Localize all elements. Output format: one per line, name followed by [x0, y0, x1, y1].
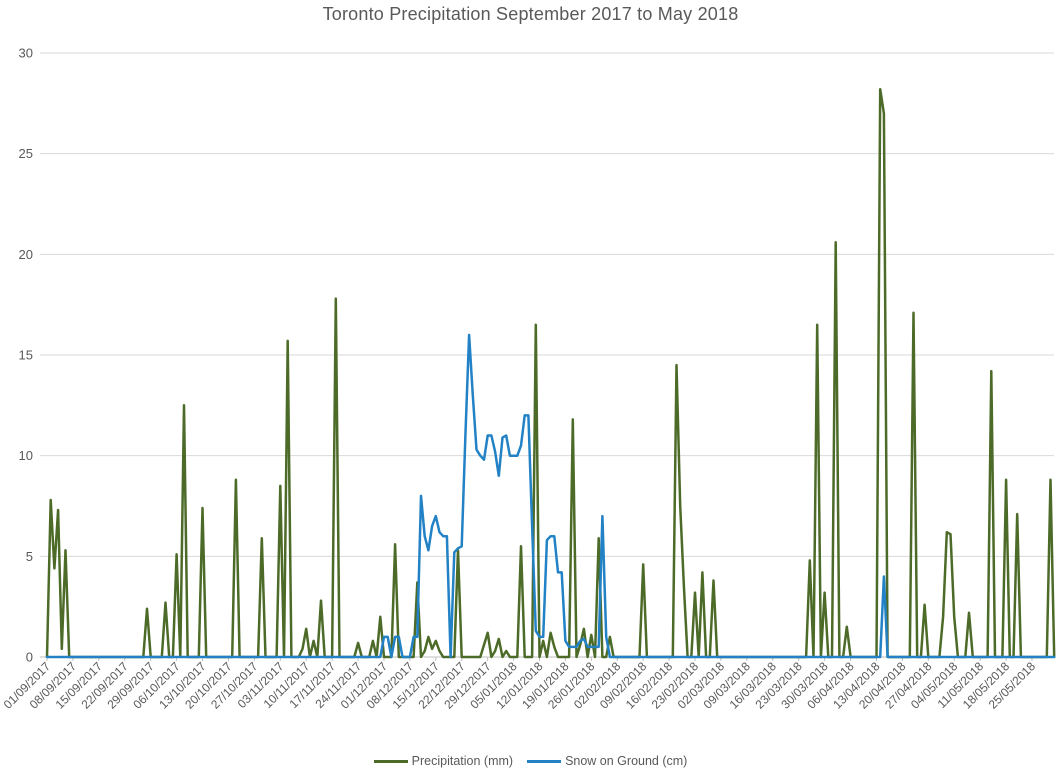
precipitation-line-swatch [373, 759, 408, 763]
y-axis-label: 30 [19, 46, 33, 61]
legend-label-precipitation: Precipitation (mm) [411, 754, 514, 768]
snow-line-swatch [527, 759, 562, 763]
y-axis-label: 25 [19, 146, 33, 161]
chart-legend: Precipitation (mm) Snow on Ground (cm) [0, 754, 1061, 768]
y-axis-label: 5 [26, 549, 33, 564]
y-axis-label: 20 [19, 247, 33, 262]
snow-line [45, 333, 1056, 659]
y-axis-label: 15 [19, 348, 33, 363]
y-axis-label: 0 [26, 650, 33, 665]
chart-title: Toronto Precipitation September 2017 to … [322, 4, 739, 24]
precipitation-line [45, 87, 1056, 659]
legend-label-snow: Snow on Ground (cm) [565, 754, 688, 768]
y-axis-label: 10 [19, 448, 33, 463]
legend-item-precipitation: Precipitation (mm) [373, 754, 514, 768]
legend-item-snow: Snow on Ground (cm) [527, 754, 687, 768]
